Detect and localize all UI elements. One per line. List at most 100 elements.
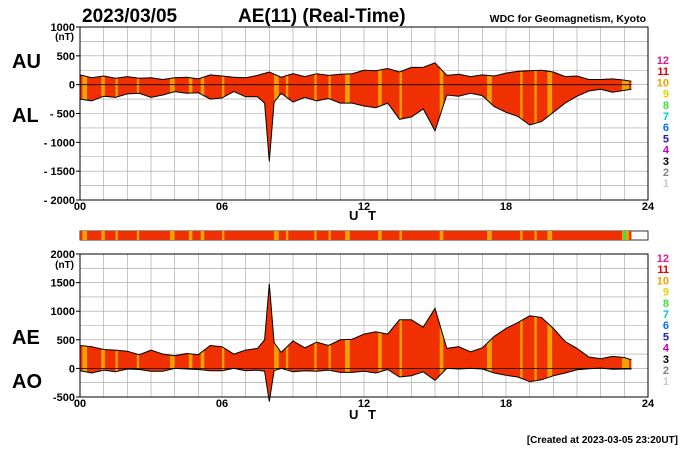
strip-fill-alt-band [487, 231, 492, 240]
legend-level: 3 [663, 354, 669, 366]
created-timestamp: [Created at 2023-03-05 23:20UT] [527, 435, 678, 446]
date-heading: 2023/03/05 [82, 6, 178, 27]
y-tick-label: 0 [69, 363, 75, 375]
y-tick-label: - 1000 [44, 137, 75, 149]
legend-level: 11 [657, 66, 669, 78]
activity-color-strip [79, 230, 649, 241]
strip-fill-alt-band [314, 231, 317, 240]
legend-level: 9 [663, 287, 669, 299]
strip-fill-alt-band [285, 231, 289, 240]
strip-fill-main [80, 231, 632, 240]
x-tick-label: 00 [74, 201, 86, 213]
strip-fill-alt-band [534, 231, 537, 240]
strip-fill-alt-band [439, 231, 444, 240]
strip-fill-alt-band [399, 231, 402, 240]
strip-fill-alt-band [136, 231, 140, 240]
legend-level: 4 [663, 145, 670, 157]
y-tick-label: 500 [57, 51, 75, 63]
area-fill-alt-band [345, 283, 350, 397]
legend-level: 1 [663, 178, 669, 190]
series-label-ae: AE [12, 327, 40, 349]
strip-fill-alt-band [345, 231, 350, 240]
legend-level: 9 [663, 89, 669, 101]
strip-fill-alt-band [188, 231, 193, 240]
y-tick-label: - 2000 [44, 195, 75, 207]
y-tick-label: -500 [53, 392, 75, 404]
legend-level: 12 [657, 55, 669, 67]
legend-level: 7 [663, 111, 669, 123]
area-fill-alt-band [399, 62, 402, 162]
x-tick-label: 12 [358, 398, 370, 410]
series-line-ae [79, 283, 632, 361]
legend-level: 6 [663, 320, 669, 332]
x-tick-label: 06 [216, 201, 228, 213]
y-tick-label: 1500 [51, 278, 75, 290]
area-fill-alt-band [399, 283, 402, 397]
strip-current-marker [623, 231, 627, 240]
series-label-ao: AO [12, 371, 42, 393]
plot-frame [79, 253, 649, 398]
area-fill-alt-band [547, 283, 553, 397]
strip-fill-alt-band [378, 231, 382, 240]
strip-fill-alt-band [200, 231, 205, 240]
y-tick-label: - 1500 [44, 166, 75, 178]
x-tick-label: 12 [358, 201, 370, 213]
y-tick-label: 0 [69, 80, 75, 92]
legend-level: 10 [657, 275, 669, 287]
strip-fill-alt-band [274, 231, 279, 240]
strip-fill-alt-band [328, 231, 331, 240]
strip-fill-alt-band [169, 231, 175, 240]
x-axis-label: U T [349, 407, 379, 422]
series-label-au: AU [12, 51, 41, 73]
legend-level: 2 [663, 365, 669, 377]
legend-level: 10 [657, 77, 669, 89]
legend-level: 6 [663, 122, 669, 134]
y-tick-label: 1000 [51, 306, 75, 318]
area-fill-alt-band [439, 283, 444, 397]
legend-level: 2 [663, 167, 669, 179]
strip-fill-alt-band [82, 231, 88, 240]
y-tick-label: - 500 [50, 109, 75, 121]
legend-level: 4 [663, 343, 670, 355]
legend-level: 1 [663, 376, 669, 388]
strip-fill-alt-band [115, 231, 118, 240]
legend-level: 8 [663, 298, 669, 310]
area-fill-alt-band [547, 62, 553, 162]
strip-fill-alt-band [547, 231, 553, 240]
area-fill-alt-band [534, 62, 537, 162]
x-axis-label: U T [349, 208, 379, 223]
y-tick-label: 500 [57, 335, 75, 347]
legend-level: 5 [663, 133, 669, 145]
chart-title: AE(11) (Real-Time) [238, 6, 406, 27]
x-tick-label: 06 [216, 398, 228, 410]
legend-level: 11 [657, 264, 669, 276]
area-fill-alt-band [520, 62, 523, 162]
series-line-al [79, 88, 632, 162]
strip-fill-alt-band [520, 231, 523, 240]
x-tick-label: 24 [642, 201, 655, 213]
strip-fill-alt-band [222, 231, 225, 240]
legend-level: 5 [663, 331, 669, 343]
x-tick-label: 18 [500, 398, 512, 410]
y-unit-label: (nT) [55, 260, 74, 271]
area-fill-alt-band [378, 283, 382, 397]
series-line-au [79, 62, 632, 82]
y-unit-label: (nT) [55, 32, 74, 43]
legend-level: 12 [657, 253, 669, 265]
legend-level: 7 [663, 309, 669, 321]
x-tick-label: 18 [500, 201, 512, 213]
legend-level: 8 [663, 100, 669, 112]
series-label-al: AL [12, 105, 39, 127]
area-fill-alt-band [534, 283, 537, 397]
x-tick-label: 24 [642, 398, 655, 410]
x-tick-label: 00 [74, 398, 86, 410]
y-tick-label: 1000 [51, 22, 75, 34]
source-label: WDC for Geomagnetism, Kyoto [490, 13, 646, 25]
legend-level: 3 [663, 156, 669, 168]
area-fill-alt-band [520, 283, 523, 397]
